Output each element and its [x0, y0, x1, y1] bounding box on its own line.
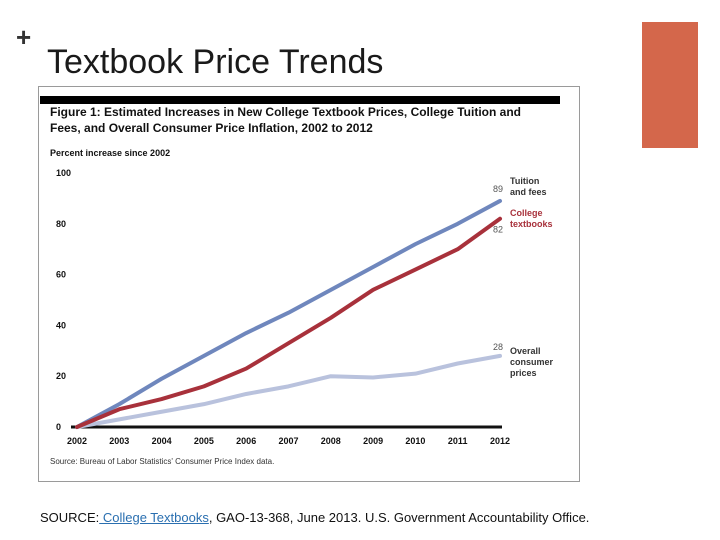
x-tick-label: 2010: [405, 436, 425, 446]
accent-bar: [642, 22, 698, 148]
y-tick-label: 80: [56, 219, 66, 229]
x-tick-label: 2007: [278, 436, 298, 446]
plus-sign: +: [16, 22, 32, 52]
series-label: textbooks: [510, 219, 553, 229]
series-label: Overall: [510, 346, 541, 356]
end-value-label: 28: [493, 342, 503, 352]
series-line: [75, 198, 502, 429]
x-tick-label: 2002: [67, 436, 87, 446]
slide-title: Textbook Price Trends: [47, 43, 384, 81]
end-value-label: 82: [493, 225, 503, 235]
chart-title-line-2: Fees, and Overall Consumer Price Inflati…: [50, 121, 373, 135]
source-citation: SOURCE: College Textbooks, GAO-13-368, J…: [40, 510, 589, 525]
series-label: prices: [510, 368, 537, 378]
chart-footnote: Source: Bureau of Labor Statistics' Cons…: [50, 457, 274, 466]
series-label: and fees: [510, 187, 547, 197]
x-tick-label: 2011: [448, 436, 468, 446]
source-rest: , GAO-13-368, June 2013. U.S. Government…: [208, 510, 590, 525]
y-tick-label: 0: [56, 422, 61, 432]
end-value-label: 89: [493, 184, 503, 194]
x-tick-label: 2012: [490, 436, 510, 446]
x-tick-label: 2003: [109, 436, 129, 446]
series-label: consumer: [510, 357, 554, 367]
x-tick-labels: 2002 2003 2004 2005 2006 2007 2008 2009 2010 2011…: [67, 436, 510, 446]
source-link[interactable]: College Textbooks: [99, 510, 209, 525]
chart-title-line-1: Figure 1: Estimated Increases in New Col…: [50, 105, 521, 119]
figure-top-bar: [40, 96, 560, 104]
series-line: [75, 353, 502, 429]
x-tick-label: 2004: [152, 436, 172, 446]
series-line: [75, 216, 502, 429]
y-tick-label: 60: [56, 270, 66, 280]
x-tick-label: 2006: [236, 436, 256, 446]
x-tick-label: 2008: [321, 436, 341, 446]
series-label: College: [510, 208, 543, 218]
y-tick-label: 20: [56, 371, 66, 381]
x-tick-label: 2009: [363, 436, 383, 446]
source-prefix: SOURCE:: [40, 510, 100, 525]
series-label: Tuition: [510, 176, 539, 186]
y-tick-label: 40: [56, 320, 66, 330]
y-axis-label: Percent increase since 2002: [50, 148, 170, 158]
x-tick-label: 2005: [194, 436, 214, 446]
y-tick-labels: 0 20 40 60 80 100: [56, 168, 71, 432]
y-tick-label: 100: [56, 168, 71, 178]
series-lines: [75, 198, 502, 429]
